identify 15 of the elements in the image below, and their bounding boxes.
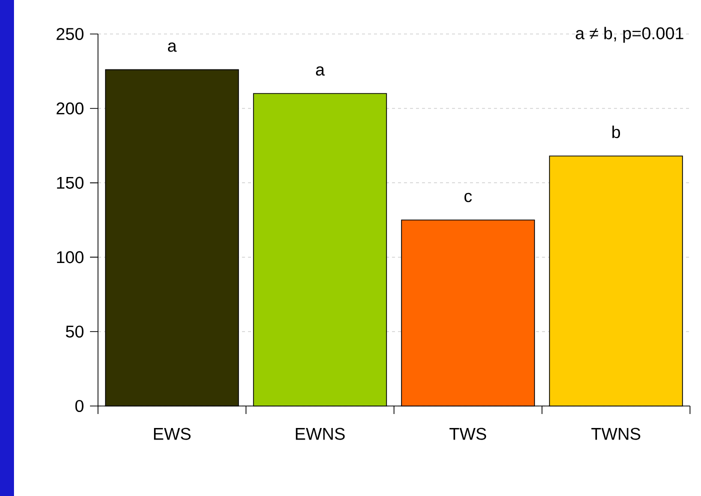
x-tick-label: TWS [449, 428, 486, 440]
y-tick-label: 100 [57, 251, 84, 264]
annotation: a [316, 66, 325, 76]
annotation: c [464, 192, 472, 202]
y-tick-label: 50 [66, 326, 84, 338]
annotation: a ≠ b, p=0.001 [576, 26, 684, 43]
y-tick-label: 0 [75, 400, 84, 412]
x-tick-label: EWNS [296, 428, 345, 440]
x-tick-label: EWS [154, 428, 191, 440]
y-tick-label: 200 [56, 102, 84, 114]
annotation: a [168, 42, 177, 52]
annotation: b [612, 126, 620, 138]
y-tick-label: 150 [57, 176, 84, 189]
x-tick-label: TWNS [591, 428, 640, 440]
y-tick-label: 250 [56, 28, 84, 40]
